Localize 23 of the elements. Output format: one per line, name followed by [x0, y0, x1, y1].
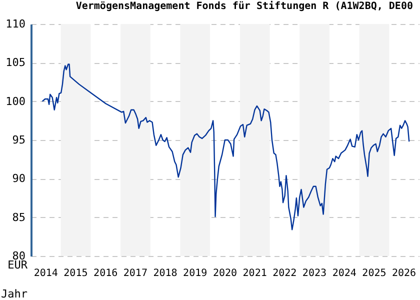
- x-tick-label: 2026: [392, 268, 416, 279]
- y-tick-label: 95: [12, 134, 26, 146]
- y-tick-label: 105: [6, 56, 26, 70]
- x-tick-label: 2015: [64, 268, 88, 279]
- x-tick-label: 2020: [212, 268, 238, 279]
- x-tick-label: 2018: [153, 268, 178, 279]
- x-tick-label: 2025: [362, 268, 386, 279]
- x-tick-label: 2016: [94, 268, 118, 279]
- y-tick-label: 100: [6, 94, 26, 108]
- chart-title: VermögensManagement Fonds für Stiftungen R (A1W2BQ, DE00: [76, 0, 413, 12]
- x-axis-title: Jahr: [1, 288, 28, 300]
- line-series: [42, 64, 410, 230]
- y-axis-title: EUR: [8, 258, 28, 272]
- y-tick-label: 85: [12, 210, 26, 224]
- x-tick-label: 2022: [272, 268, 297, 279]
- x-tick-label: 2014: [34, 268, 58, 279]
- x-tick-label: 2023: [302, 268, 327, 279]
- x-tick-label: 2024: [332, 268, 356, 279]
- y-tick-label: 90: [12, 172, 26, 186]
- x-tick-label: 2017: [123, 268, 148, 279]
- y-tick-label: 110: [6, 18, 26, 30]
- x-tick-label: 2019: [183, 268, 208, 279]
- x-tick-label: 2021: [242, 268, 267, 279]
